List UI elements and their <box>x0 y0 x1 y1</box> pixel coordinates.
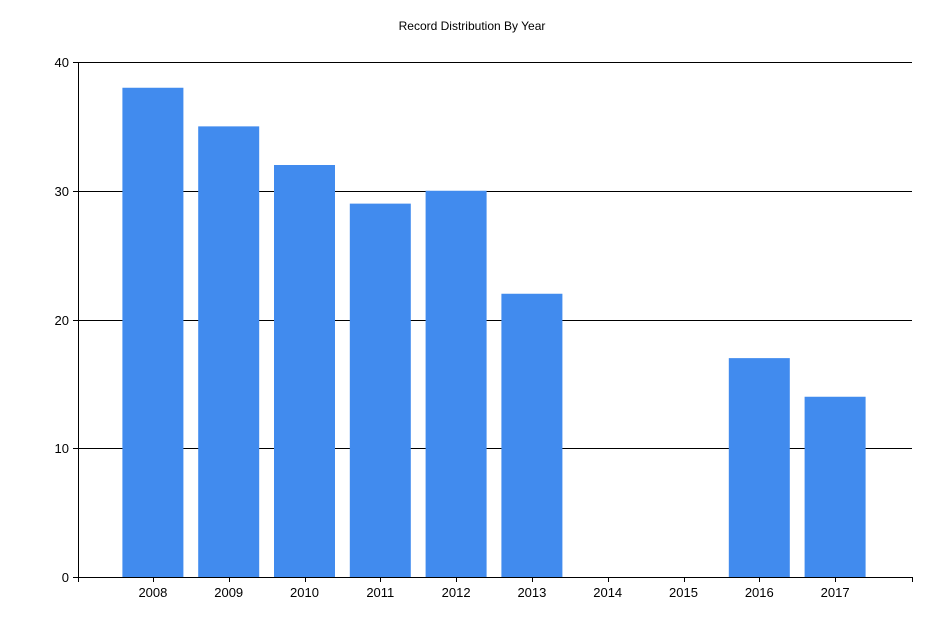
x-tick-label-2013: 2013 <box>517 585 546 600</box>
bar-2016 <box>728 358 790 577</box>
x-tick-label-2009: 2009 <box>214 585 243 600</box>
y-tick-label-40: 40 <box>55 55 69 70</box>
x-tick-label-2016: 2016 <box>745 585 774 600</box>
bar-2012 <box>425 190 487 577</box>
chart-title: Record Distribution By Year <box>399 19 546 33</box>
x-tick-label-2010: 2010 <box>290 585 319 600</box>
bar-2011 <box>349 203 411 577</box>
y-tick-label-20: 20 <box>55 313 69 328</box>
x-tick-label-2017: 2017 <box>821 585 850 600</box>
bar-2010 <box>274 165 335 577</box>
x-tick-label-2011: 2011 <box>366 585 394 600</box>
x-tick-label-2015: 2015 <box>669 585 698 600</box>
bar-2013 <box>501 293 563 577</box>
bar-2009 <box>198 126 260 577</box>
x-tick-label-2008: 2008 <box>138 585 167 600</box>
y-tick-label-10: 10 <box>55 441 69 456</box>
y-axis-ticks: 0 10 20 30 40 <box>55 55 78 585</box>
x-axis-ticks: 2008 2009 2010 2011 2012 2013 2014 2015 2016 2017 <box>138 577 850 600</box>
x-tick-label-2014: 2014 <box>593 585 622 600</box>
bar-2017 <box>804 396 866 577</box>
bar-2008 <box>122 87 184 577</box>
y-tick-label-30: 30 <box>55 184 69 199</box>
bars <box>122 87 866 577</box>
axes <box>78 62 913 582</box>
x-tick-label-2012: 2012 <box>442 585 471 600</box>
y-tick-label-0: 0 <box>62 570 69 585</box>
